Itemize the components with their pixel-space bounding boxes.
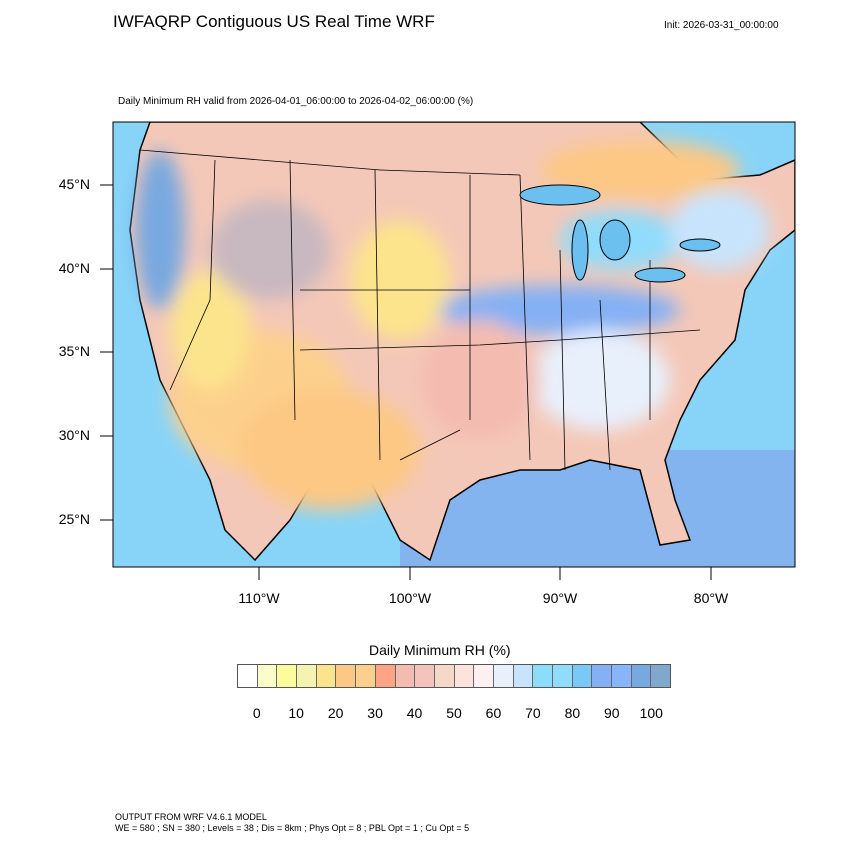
footer-config: WE = 580 ; SN = 380 ; Levels = 38 ; Dis …: [115, 823, 470, 833]
lon-label: 90°W: [542, 590, 578, 606]
colorbar-box: [651, 665, 671, 687]
colorbar-box: [533, 665, 553, 687]
colorbar-box: [238, 665, 258, 687]
colorbar-label: 40: [406, 705, 423, 721]
init-time: Init: 2026-03-31_00:00:00: [664, 20, 779, 31]
plot-title: IWFAQRP Contiguous US Real Time WRF: [113, 12, 435, 31]
colorbar-label: 50: [446, 705, 462, 721]
colorbar-box: [257, 665, 278, 687]
colorbar-box: [356, 665, 376, 687]
colorbar-box: [513, 665, 534, 687]
lat-label: 30°N: [58, 427, 90, 443]
colorbar-title: Daily Minimum RH (%): [369, 642, 511, 658]
colorbar-label: 20: [327, 705, 344, 721]
lat-label: 45°N: [58, 176, 90, 192]
colorbar-box: [612, 665, 632, 687]
colorbar-box: [474, 665, 494, 687]
colorbar-label: 0: [252, 705, 261, 721]
colorbar-label: 80: [564, 705, 581, 721]
lat-label: 25°N: [58, 511, 90, 527]
colorbar-label: 90: [604, 705, 620, 721]
lat-label: 40°N: [58, 260, 90, 276]
colorbar-label: 100: [639, 705, 663, 721]
colorbar-box: [493, 665, 514, 687]
lon-label: 100°W: [388, 590, 432, 606]
map-frame: [112, 121, 796, 568]
footer-model: OUTPUT FROM WRF V4.6.1 MODEL: [115, 812, 267, 822]
colorbar-box: [415, 665, 435, 687]
axis-ticks: [100, 184, 712, 580]
colorbar-label: 70: [525, 705, 541, 721]
colorbar-box: [434, 665, 455, 687]
colorbar-box: [553, 665, 573, 687]
colorbar-box: [395, 665, 416, 687]
lon-label: 80°W: [693, 590, 729, 606]
great-lakes: [519, 184, 721, 283]
colorbar-label: 10: [288, 705, 304, 721]
colorbar-box: [336, 665, 357, 687]
lat-label: 35°N: [58, 343, 90, 359]
colorbar-box: [592, 665, 613, 687]
colorbar-label: 60: [485, 705, 502, 721]
colorbar-box: [297, 665, 317, 687]
lon-label: 110°W: [238, 590, 280, 606]
rh-fields: [135, 140, 770, 510]
colorbar-box: [316, 665, 337, 687]
colorbar-box: [631, 665, 652, 687]
colorbar-box: [375, 665, 396, 687]
state-borders: [139, 149, 701, 471]
colorbar-label: 30: [367, 705, 383, 721]
colorbar-box: [572, 665, 593, 687]
plot-subtitle: Daily Minimum RH valid from 2026-04-01_0…: [118, 96, 474, 107]
colorbar-box: [454, 665, 475, 687]
colorbar-box: [277, 665, 298, 687]
colorbar: [237, 664, 671, 688]
